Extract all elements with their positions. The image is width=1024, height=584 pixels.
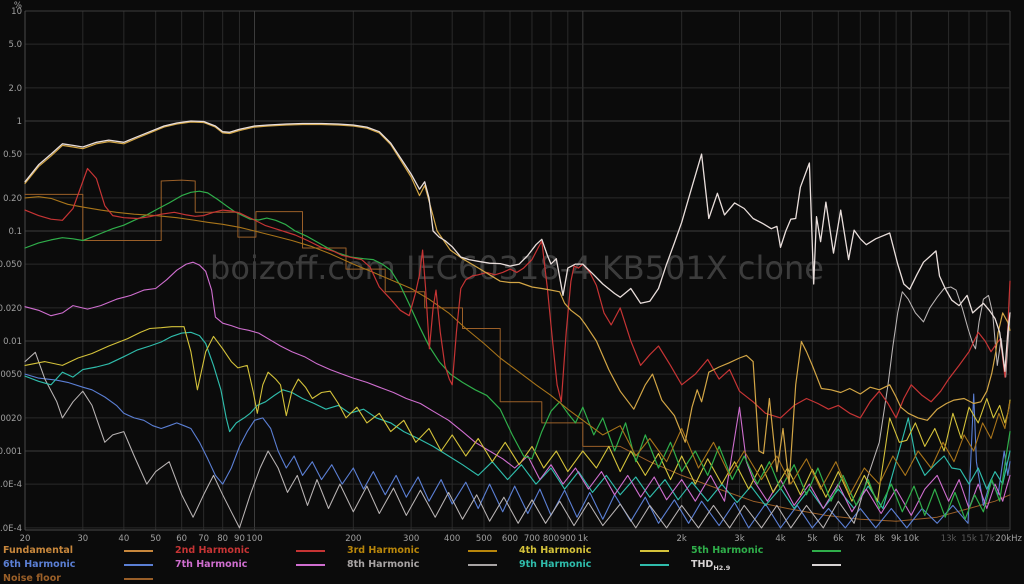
series-harmonic6 [24, 373, 1011, 529]
x-tick-label: 90 [234, 534, 245, 544]
series-fundamental [24, 121, 1011, 485]
legend-label-fundamental[interactable]: Fundamental [3, 545, 74, 556]
series-harmonic2 [24, 167, 1011, 419]
x-tick-label: 4k [775, 534, 785, 544]
x-tick-label: 17k [979, 534, 995, 544]
series-harmonic8 [24, 286, 1011, 529]
legend-swatch-harmonic4[interactable] [640, 550, 669, 552]
series-harmonic9 [24, 331, 1011, 510]
series-harmonic3 [24, 196, 1011, 496]
y-tick-label: 1 [17, 117, 22, 127]
y-tick-label: 5.0E-4 [0, 480, 22, 490]
y-tick-label: 0.20 [3, 194, 22, 204]
x-tick-label: 20kHz [995, 534, 1022, 544]
x-tick-label: 900 [560, 534, 576, 544]
x-tick-label: 6k [833, 534, 843, 544]
x-tick-label: 7k [855, 534, 865, 544]
y-tick-label: 0.001 [0, 447, 22, 457]
x-tick-label: 10k [903, 534, 919, 544]
legend-swatch-harmonic6[interactable] [124, 564, 153, 566]
legend-swatch-harmonic7[interactable] [296, 564, 325, 566]
x-tick-label: 1k [578, 534, 588, 544]
legend-swatch-harmonic3[interactable] [468, 550, 497, 552]
legend-label-thd[interactable]: THDH2.9 [691, 559, 731, 572]
x-tick-label: 40 [118, 534, 129, 544]
series-harmonic5 [24, 190, 1011, 520]
legend-swatch-harmonic8[interactable] [468, 564, 497, 566]
x-tick-label: 300 [403, 534, 419, 544]
legend-label-harmonic6[interactable]: 6th Harmonic [3, 559, 76, 570]
legend-label-harmonic5[interactable]: 5th Harmonic [691, 545, 764, 556]
x-tick-label: 8k [874, 534, 884, 544]
x-tick-label: 30 [77, 534, 88, 544]
y-tick-label: 5.0 [8, 40, 22, 50]
x-tick-label: 15k [961, 534, 977, 544]
legend-swatch-fundamental[interactable] [124, 550, 153, 552]
y-tick-label: 0.0020 [0, 414, 22, 424]
y-tick-label: 0.1 [8, 227, 22, 237]
x-tick-label: 20 [20, 534, 31, 544]
legend-swatch-harmonic2[interactable] [296, 550, 325, 552]
y-tick-label: 0.050 [0, 260, 22, 270]
y-tick-label: 0.0050 [0, 370, 22, 380]
legend-label-harmonic9[interactable]: 9th Harmonic [519, 559, 592, 570]
legend-label-noise_floor[interactable]: Noise floor [3, 573, 61, 584]
x-tick-label: 3k [734, 534, 744, 544]
x-tick-label: 400 [444, 534, 460, 544]
chart-canvas: boizoff.com IEC60318-4 KB501X clone%10 5.… [0, 0, 1024, 544]
x-tick-label: 5k [807, 534, 817, 544]
legend-label-harmonic8[interactable]: 8th Harmonic [347, 559, 420, 570]
x-tick-label: 500 [476, 534, 492, 544]
x-tick-label: 700 [524, 534, 540, 544]
legend-label-harmonic2[interactable]: 2nd Harmonic [175, 545, 250, 556]
legend-label-harmonic4[interactable]: 4th Harmonic [519, 545, 592, 556]
x-tick-label: 50 [150, 534, 161, 544]
x-tick-label: 200 [345, 534, 361, 544]
y-axis-unit: % [14, 1, 22, 11]
series-harmonic4 [24, 326, 1011, 502]
series-thd [24, 120, 1011, 372]
x-tick-label: 70 [198, 534, 209, 544]
legend-swatch-thd[interactable] [812, 564, 841, 566]
x-tick-label: 80 [217, 534, 228, 544]
legend-swatch-harmonic9[interactable] [640, 564, 669, 566]
y-tick-label: 2.0E-4 [0, 524, 22, 534]
y-tick-label: 0.020 [0, 304, 22, 314]
y-tick-label: 0.01 [3, 337, 22, 347]
x-tick-label: 600 [502, 534, 518, 544]
series-harmonic7 [24, 261, 1011, 516]
x-tick-label: 800 [543, 534, 559, 544]
legend-label-subscript: H2.9 [713, 563, 731, 572]
y-tick-label: 0.50 [3, 150, 22, 160]
x-tick-label: 60 [176, 534, 187, 544]
legend-label-harmonic7[interactable]: 7th Harmonic [175, 559, 248, 570]
y-tick-label: 2.0 [8, 84, 22, 94]
y-tick-label: 10 [11, 7, 22, 17]
x-tick-label: 2k [676, 534, 686, 544]
x-tick-label: 100 [246, 534, 262, 544]
legend-swatch-noise_floor[interactable] [124, 578, 153, 580]
x-tick-label: 9k [891, 534, 901, 544]
legend-swatch-harmonic5[interactable] [812, 550, 841, 552]
legend-label-harmonic3[interactable]: 3rd Harmonic [347, 545, 420, 556]
watermark-text: boizoff.com IEC60318-4 KB501X clone [210, 249, 824, 287]
x-tick-label: 13k [941, 534, 957, 544]
